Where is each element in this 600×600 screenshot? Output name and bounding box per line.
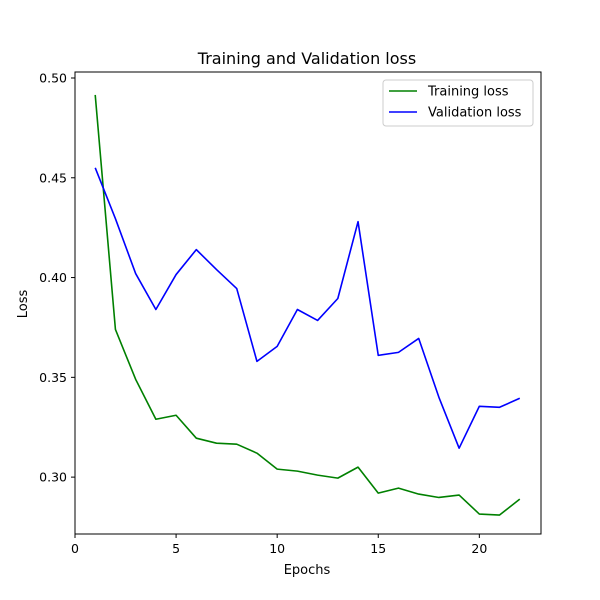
legend: Training loss Validation loss — [382, 79, 534, 127]
y-axis-label: Loss — [16, 290, 31, 319]
x-tick-label: 10 — [269, 541, 285, 556]
y-tick-label: 0.40 — [39, 270, 67, 285]
y-tick-label: 0.30 — [39, 470, 67, 485]
legend-label: Training loss — [427, 85, 509, 100]
legend-label: Validation loss — [428, 106, 522, 121]
y-tick-label: 0.45 — [39, 170, 67, 185]
x-tick-label: 15 — [370, 541, 386, 556]
x-tick-label: 0 — [71, 541, 79, 556]
y-tick-label: 0.50 — [39, 70, 67, 85]
y-tick-label: 0.35 — [39, 370, 67, 385]
series-lines — [94, 94, 521, 516]
plot-area — [74, 71, 542, 535]
plot-frame — [74, 71, 542, 535]
chart-title: Training and Validation loss — [197, 49, 416, 68]
axis-ticks: 0 5 10 15 20 0.30 0.35 0.40 0.45 0.50 — [39, 70, 487, 556]
series-line-validation-loss — [94, 167, 521, 449]
x-axis-label: Epochs — [284, 563, 331, 578]
legend-box — [382, 79, 534, 127]
x-tick-label: 5 — [172, 541, 180, 556]
x-tick-label: 20 — [471, 541, 487, 556]
series-line-training-loss — [94, 94, 521, 516]
